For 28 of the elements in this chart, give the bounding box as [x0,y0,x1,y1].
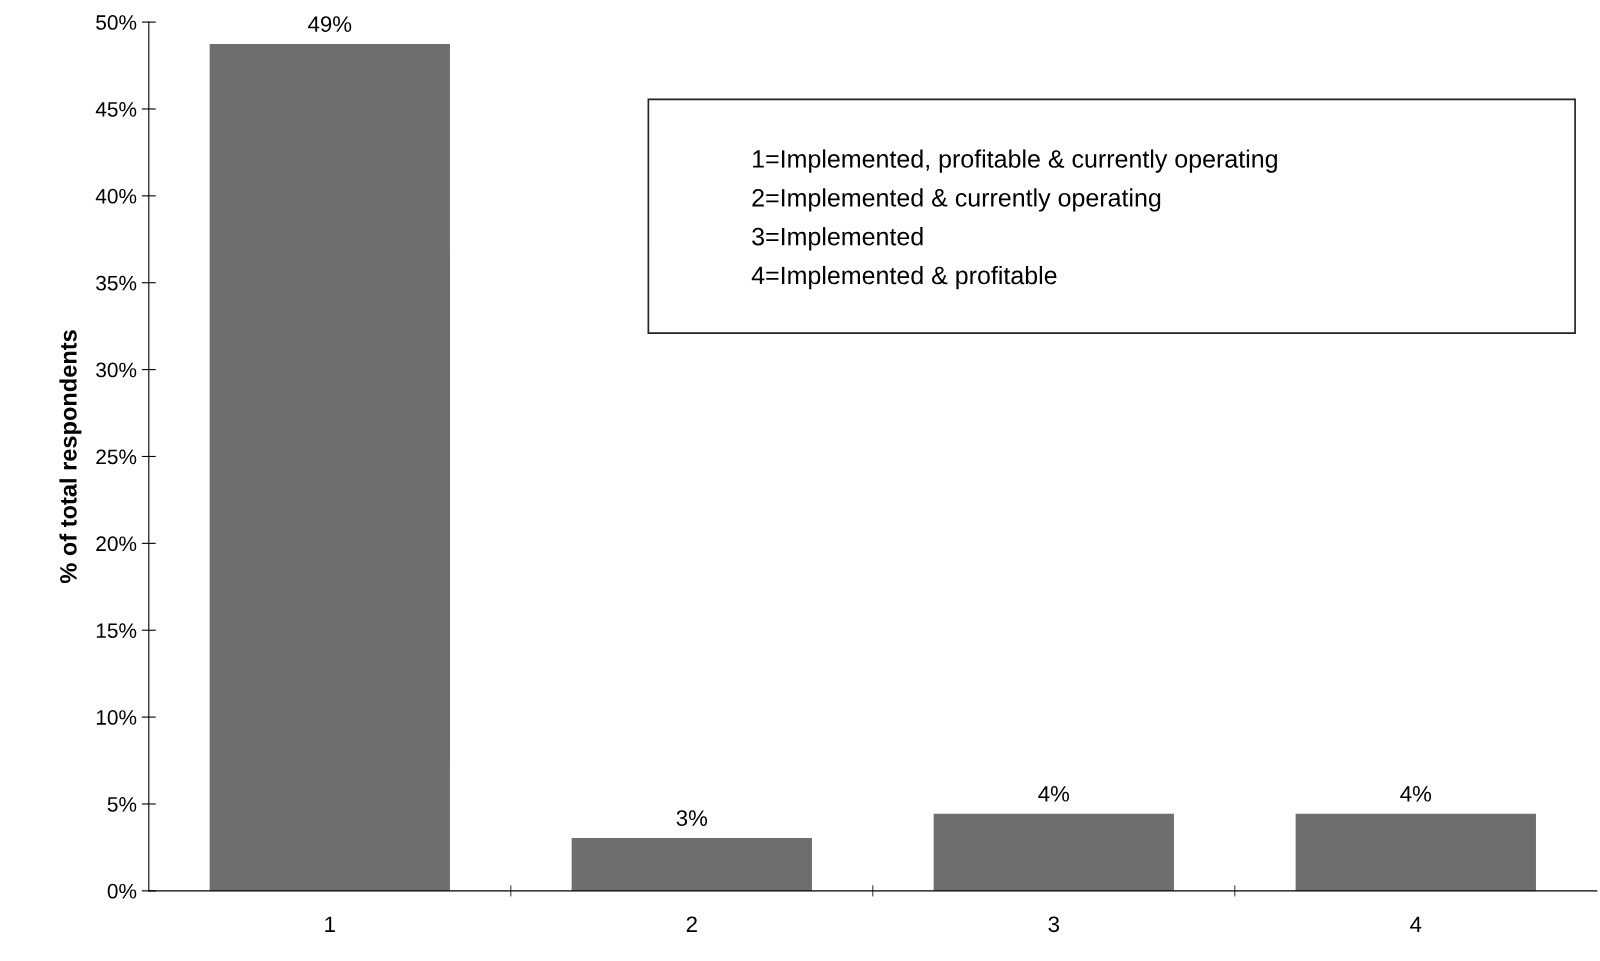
data-label: 49% [308,16,352,32]
y-tick-label: 15% [96,623,137,638]
y-tick-label: 0% [107,883,137,899]
y-tick-label: 25% [96,449,137,465]
annotation: 3=Implemented [752,227,923,251]
data-label: 4% [1038,786,1070,802]
y-axis-title: % of total respondents [59,330,82,584]
y-tick-label: 50% [96,15,137,30]
y-tick-label: 10% [96,710,137,725]
data-label: 3% [676,810,708,826]
annotation: 2=Implemented & currently operating [752,188,1161,212]
y-tick-label: 20% [96,536,137,552]
x-tick-label: 3 [1048,916,1059,933]
bar [571,838,812,891]
bar [933,813,1174,891]
annotation: 1=Implemented, profitable & currently operating [753,149,1277,173]
x-tick-label: 4 [1410,916,1422,932]
annotation: 4=Implemented & profitable [751,265,1057,290]
y-tick-label: 45% [95,102,137,117]
x-tick-label: 1 [325,916,335,932]
y-tick-label: 40% [95,188,137,204]
data-label: 4% [1400,786,1432,802]
y-tick-label: 30% [96,362,137,378]
y-tick-label: 5% [107,797,137,812]
bar [1295,813,1536,891]
y-tick-label: 35% [96,275,137,291]
bar [209,43,450,891]
x-tick-label: 2 [686,916,697,932]
